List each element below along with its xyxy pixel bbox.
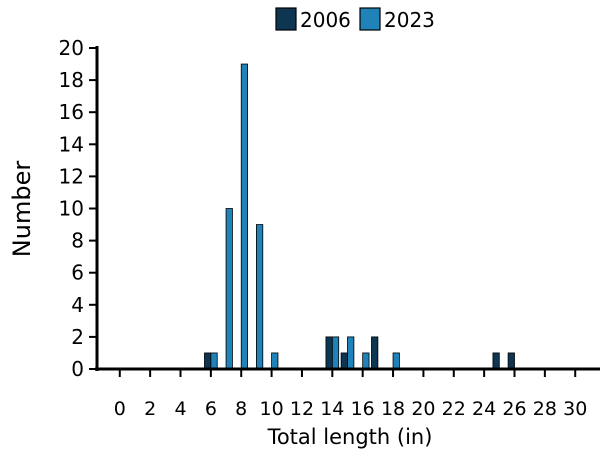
legend-swatch-2006: [275, 7, 297, 31]
x-tick-label: 28: [533, 398, 557, 420]
y-tick-label: 12: [59, 164, 84, 188]
bar-2023-6: [210, 352, 218, 370]
x-tick-label: 30: [563, 398, 587, 420]
bar-2006-15: [340, 352, 348, 370]
bar-2006-26: [507, 352, 515, 370]
x-tick-label: 2: [144, 398, 156, 420]
bar-2006-17: [371, 336, 379, 370]
y-tick-label: 10: [59, 197, 84, 221]
bar-2023-10: [271, 352, 279, 370]
y-axis-label: Number: [8, 161, 36, 258]
x-tick-label: 12: [290, 398, 314, 420]
x-tick-label: 16: [351, 398, 375, 420]
bar-2023-7: [225, 208, 233, 370]
legend-swatch-2023: [359, 7, 381, 31]
legend-label-2023: 2023: [384, 8, 435, 32]
y-tick-label: 18: [59, 68, 84, 92]
x-tick-label: 4: [174, 398, 186, 420]
x-tick-label: 14: [320, 398, 344, 420]
bar-2023-14: [331, 336, 340, 370]
x-tick-label: 20: [411, 398, 435, 420]
x-tick-label: 18: [381, 398, 405, 420]
y-tick-label: 14: [59, 132, 84, 156]
legend: 2006 2023: [275, 7, 435, 32]
x-tick-label: 10: [259, 398, 283, 420]
bar-2023-8: [240, 63, 249, 370]
bar-2006-25: [492, 352, 500, 370]
x-axis: 0 2 4 6 8 10 12 14 16 18 20 22 24 26 28 30: [95, 367, 600, 420]
legend-label-2006: 2006: [300, 8, 351, 32]
y-tick-label: 20: [59, 36, 84, 60]
y-axis: 0 2 4 6 8 10 12 14 16 18 20: [59, 36, 99, 381]
x-tick-label: 8: [235, 398, 247, 420]
bar-2006-14: [325, 336, 333, 370]
y-tick-label: 2: [71, 325, 84, 349]
y-tick-label: 4: [71, 293, 84, 317]
y-tick-label: 0: [71, 357, 84, 381]
bars: [204, 63, 515, 370]
y-tick-label: 6: [71, 261, 84, 285]
x-tick-label: 24: [472, 398, 496, 420]
bar-2023-9: [256, 224, 264, 370]
bar-2006-6: [204, 352, 212, 370]
bar-2023-15: [347, 336, 355, 370]
y-tick-label: 8: [71, 229, 84, 253]
bar-2023-18: [392, 352, 400, 370]
y-tick-label: 16: [59, 100, 84, 124]
x-axis-label: Total length (in): [267, 425, 433, 449]
x-tick-label: 6: [205, 398, 217, 420]
bar-2023-16: [362, 352, 370, 370]
x-tick-label: 0: [114, 398, 126, 420]
x-tick-label: 22: [442, 398, 466, 420]
x-tick-label: 26: [502, 398, 526, 420]
